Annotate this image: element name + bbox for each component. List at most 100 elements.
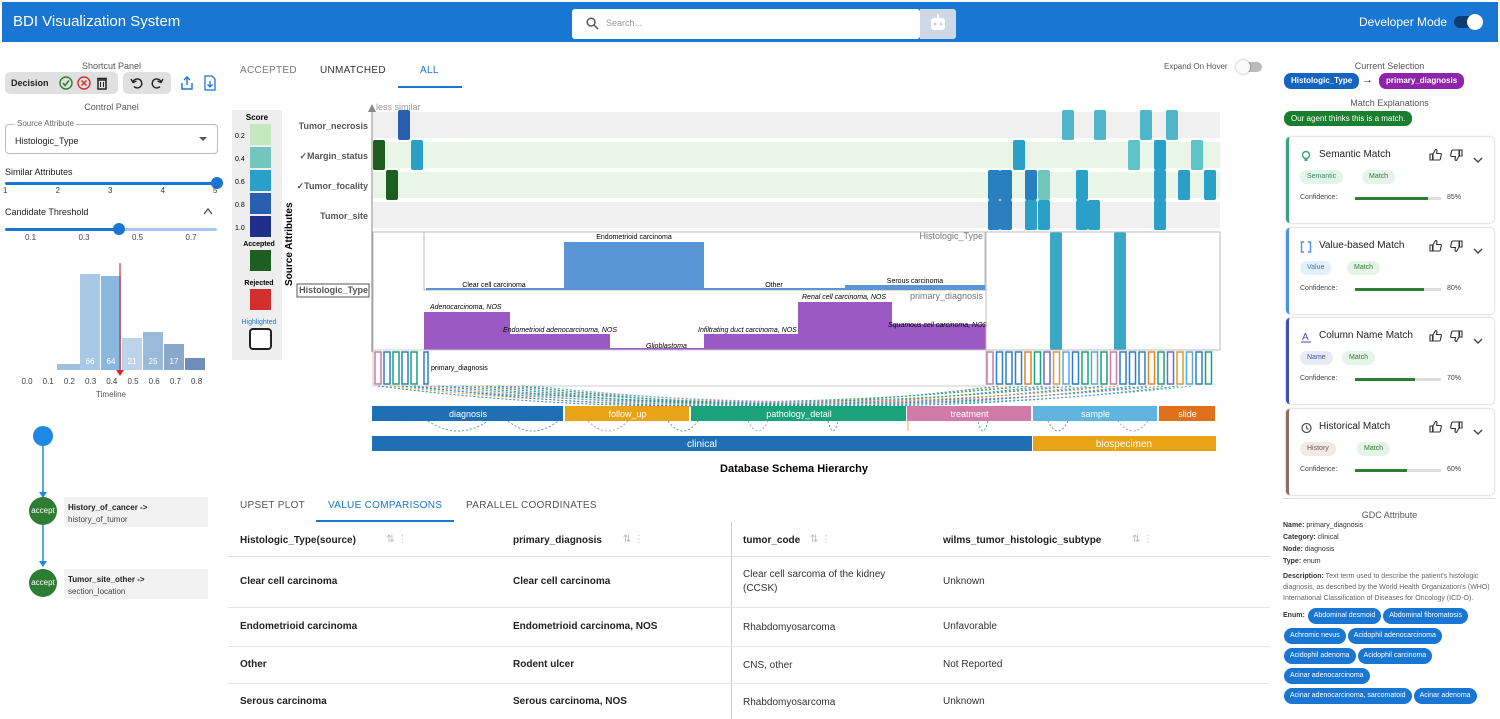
- enum-chip[interactable]: Acidophil adenoma: [1284, 648, 1356, 664]
- leaf-node[interactable]: [1128, 351, 1137, 385]
- leaf-node[interactable]: [383, 351, 391, 385]
- leaf-node[interactable]: [995, 351, 1004, 385]
- thumb-up-icon[interactable]: [1429, 329, 1442, 347]
- leaf-node[interactable]: [1062, 351, 1070, 385]
- export-icon[interactable]: [180, 75, 194, 91]
- enum-chip[interactable]: Abdominal desmoid: [1307, 608, 1382, 624]
- target-value-bar[interactable]: [510, 334, 610, 350]
- leaf-node[interactable]: [1176, 351, 1184, 385]
- thumb-up-icon[interactable]: [1429, 420, 1442, 438]
- sort-icon[interactable]: ⇅ ⋮: [1132, 534, 1154, 545]
- target-value-bar[interactable]: [892, 324, 986, 350]
- row-label[interactable]: Tumor_site: [320, 211, 368, 221]
- histogram-bar[interactable]: [164, 344, 184, 370]
- leaf-node[interactable]: [392, 351, 400, 385]
- bottom-tab[interactable]: VALUE COMPARISONS: [328, 500, 443, 511]
- source-value-bar[interactable]: [564, 242, 704, 290]
- leaf-node[interactable]: [1005, 351, 1013, 385]
- leaf-node[interactable]: [374, 351, 382, 385]
- heatmap-cell[interactable]: [1050, 232, 1062, 350]
- heatmap-cell[interactable]: [1140, 110, 1152, 140]
- heatmap-cell[interactable]: [1191, 140, 1203, 170]
- leaf-node[interactable]: [1033, 351, 1042, 385]
- expand-on-hover-toggle[interactable]: [1236, 60, 1262, 74]
- timeline-accept-node[interactable]: accept: [29, 569, 57, 597]
- leaf-node[interactable]: [1119, 351, 1127, 385]
- category-node[interactable]: [565, 406, 689, 421]
- thumb-down-icon[interactable]: [1450, 239, 1463, 258]
- heatmap-cell[interactable]: [1154, 170, 1166, 200]
- target-value-bar[interactable]: [798, 302, 892, 350]
- enum-chip[interactable]: Abdominal fibromatosis: [1383, 608, 1468, 624]
- delete-icon[interactable]: [96, 76, 108, 90]
- leaf-node[interactable]: [1100, 351, 1108, 385]
- category-node[interactable]: [691, 406, 906, 421]
- table-header[interactable]: wilms_tumor_histologic_subtype: [943, 535, 1102, 546]
- heatmap-cell[interactable]: [1154, 140, 1166, 170]
- thumb-up-icon[interactable]: [1429, 239, 1442, 257]
- leaf-node[interactable]: [1043, 351, 1051, 385]
- leaf-node[interactable]: [1109, 351, 1118, 385]
- developer-mode-toggle[interactable]: [1454, 14, 1483, 30]
- group-node[interactable]: [372, 436, 1032, 451]
- target-selection-chip[interactable]: primary_diagnosis: [1379, 73, 1465, 89]
- chevron-down-icon[interactable]: [1473, 332, 1483, 350]
- reject-x-icon[interactable]: [77, 76, 91, 90]
- target-value-bar[interactable]: [704, 334, 798, 350]
- category-node[interactable]: [907, 406, 1031, 421]
- leaf-node[interactable]: [1071, 351, 1080, 385]
- heatmap-row[interactable]: [373, 142, 1220, 168]
- enum-chip[interactable]: Acidophil carcinoma: [1357, 648, 1433, 664]
- target-value-bar[interactable]: [610, 348, 704, 350]
- row-label[interactable]: ✓Tumor_focality: [297, 181, 368, 191]
- heatmap-cell[interactable]: [373, 140, 385, 170]
- candidate-threshold-slider[interactable]: [5, 228, 118, 231]
- enum-chip[interactable]: Achromic nevus: [1284, 628, 1346, 644]
- table-header[interactable]: tumor_code: [743, 535, 801, 546]
- sort-icon[interactable]: ⇅ ⋮: [622, 534, 644, 545]
- heatmap-cell[interactable]: [1025, 200, 1037, 230]
- heatmap-cell[interactable]: [1204, 170, 1216, 200]
- undo-icon[interactable]: [130, 76, 144, 90]
- heatmap-cell[interactable]: [1128, 140, 1140, 170]
- chevron-up-icon[interactable]: [203, 207, 213, 215]
- chevron-down-icon[interactable]: [1473, 151, 1483, 169]
- heatmap-cell[interactable]: [1062, 110, 1074, 140]
- leaf-node[interactable]: [1081, 351, 1089, 385]
- bottom-tab[interactable]: UPSET PLOT: [240, 500, 306, 511]
- redo-icon[interactable]: [150, 76, 164, 90]
- enum-chip[interactable]: Acidophil adenocarcinoma: [1347, 628, 1442, 644]
- agent-button[interactable]: [920, 9, 956, 39]
- histogram-bar[interactable]: [122, 338, 142, 370]
- source-value-bar[interactable]: [845, 285, 985, 290]
- timeline-root-node[interactable]: [33, 426, 53, 446]
- heatmap-row[interactable]: [373, 172, 1220, 198]
- leaf-node[interactable]: [423, 351, 429, 385]
- sort-icon[interactable]: ⇅ ⋮: [386, 534, 408, 545]
- row-label[interactable]: ✓Margin_status: [299, 151, 368, 161]
- leaf-node[interactable]: [1185, 351, 1194, 385]
- chevron-down-icon[interactable]: [1473, 242, 1483, 260]
- row-label-selected[interactable]: Histologic_Type: [299, 285, 368, 295]
- leaf-node[interactable]: [410, 351, 418, 385]
- leaf-node[interactable]: [1090, 351, 1099, 385]
- search-box[interactable]: Search...: [572, 9, 920, 39]
- histogram-bar[interactable]: [143, 332, 163, 370]
- heatmap-cell[interactable]: [411, 140, 423, 170]
- heatmap-cell[interactable]: [988, 200, 1000, 230]
- leaf-node[interactable]: [1138, 351, 1146, 385]
- heatmap-cell[interactable]: [1166, 110, 1178, 140]
- leaf-node[interactable]: [1052, 351, 1061, 385]
- histogram-bar[interactable]: [101, 276, 121, 370]
- heatmap-cell[interactable]: [386, 170, 398, 200]
- leaf-node[interactable]: [1014, 351, 1023, 385]
- candidate-threshold-thumb[interactable]: [113, 223, 125, 235]
- leaf-node[interactable]: [1157, 351, 1165, 385]
- timeline-accept-node[interactable]: accept: [29, 497, 57, 525]
- sort-icon[interactable]: ⇅ ⋮: [810, 534, 832, 545]
- tab-accepted[interactable]: ACCEPTED: [240, 65, 297, 76]
- heatmap-cell[interactable]: [1025, 170, 1037, 200]
- thumb-up-icon[interactable]: [1429, 148, 1442, 166]
- heatmap-cell[interactable]: [1076, 170, 1088, 200]
- bottom-tab[interactable]: PARALLEL COORDINATES: [466, 500, 597, 511]
